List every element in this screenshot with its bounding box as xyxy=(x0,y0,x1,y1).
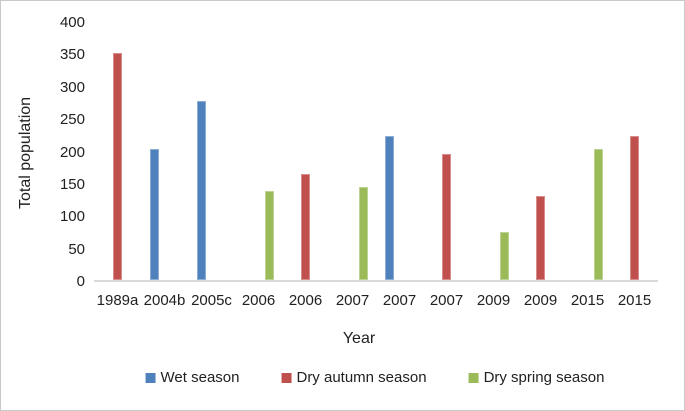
category-slot xyxy=(611,23,658,280)
bar-slot xyxy=(478,23,489,280)
bar-2004b-wet-season xyxy=(149,148,159,280)
x-tick-label: 2009 xyxy=(523,292,558,309)
bar-slot xyxy=(112,23,123,280)
category-slot xyxy=(517,23,564,280)
bar-2015-dry-autumn-season xyxy=(630,136,639,280)
bar-2007-dry-autumn-season xyxy=(442,153,451,280)
legend-label: Dry autumn season xyxy=(296,369,427,386)
bar-slot xyxy=(264,23,275,280)
bar-slot xyxy=(337,23,348,280)
x-tick-label: 2009 xyxy=(476,292,511,309)
bar-2006-dry-spring-season xyxy=(264,190,274,280)
x-axis-title: Year xyxy=(342,330,376,347)
bar-slot xyxy=(546,23,557,280)
legend: Wet season Dry autumn season Dry spring se… xyxy=(145,369,605,386)
category-slot xyxy=(141,23,188,280)
bar-slot xyxy=(300,23,311,280)
bar-slot xyxy=(170,23,181,280)
x-tick-label: 2007 xyxy=(335,292,370,309)
y-tick-label: 400 xyxy=(59,14,85,31)
bar-slot xyxy=(149,23,160,280)
category-slot xyxy=(470,23,517,280)
bar-2007-wet-season xyxy=(384,135,394,280)
x-tick-label: 2004b xyxy=(143,292,186,309)
bar-slot xyxy=(196,23,207,280)
legend-label: Dry spring season xyxy=(483,369,605,386)
bar-slot xyxy=(629,23,640,280)
bar-slot xyxy=(217,23,228,280)
y-tick-label: 250 xyxy=(59,111,85,129)
x-tick-label: 2005c xyxy=(191,292,232,309)
x-tick-label: 2006 xyxy=(288,292,323,309)
legend-item: Wet season xyxy=(145,369,240,386)
bar-slot xyxy=(358,23,369,280)
y-tick-label: 200 xyxy=(59,143,85,161)
legend-swatch-icon xyxy=(468,372,479,383)
bar-slot xyxy=(593,23,604,280)
legend-label: Wet season xyxy=(160,369,240,386)
bar-2005c-wet-season xyxy=(196,101,206,280)
x-axis-labels: 1989a 2004b 2005c 2006 2006 2007 2007 2007 2009 2… xyxy=(94,292,658,309)
x-tick-label: 1989a xyxy=(96,292,139,309)
bar-2006-dry-autumn-season xyxy=(301,173,310,280)
y-tick-label: 100 xyxy=(59,208,85,226)
bar-slot xyxy=(431,23,442,280)
bar-2009-dry-spring-season xyxy=(499,232,509,280)
bar-slot xyxy=(102,23,113,280)
y-tick-label: 50 xyxy=(68,240,85,258)
bar-slot xyxy=(619,23,630,280)
category-slot xyxy=(235,23,282,280)
y-tick-label: 300 xyxy=(59,78,85,96)
bar-slot xyxy=(525,23,536,280)
category-slot xyxy=(423,23,470,280)
category-slot xyxy=(188,23,235,280)
y-tick-label: 350 xyxy=(59,46,85,64)
plot-area xyxy=(94,23,658,282)
category-slot xyxy=(282,23,329,280)
bar-slot xyxy=(488,23,499,280)
bar-2009-dry-autumn-season xyxy=(536,196,545,280)
x-tick-label: 2015 xyxy=(617,292,652,309)
y-axis-ticks: 0 50 100 150 200 250 300 350 400 xyxy=(1,1,85,410)
bar-slot xyxy=(499,23,510,280)
x-tick-label: 2007 xyxy=(429,292,464,309)
bar-slot xyxy=(582,23,593,280)
bar-slot xyxy=(572,23,583,280)
bar-slot xyxy=(123,23,134,280)
bar-2007-dry-spring-season xyxy=(358,187,368,280)
legend-swatch-icon xyxy=(281,372,292,383)
bar-slot xyxy=(347,23,358,280)
bar-slot xyxy=(243,23,254,280)
category-slot xyxy=(564,23,611,280)
bar-slot xyxy=(253,23,264,280)
category-slot xyxy=(376,23,423,280)
bar-slot xyxy=(290,23,301,280)
x-tick-label: 2015 xyxy=(570,292,605,309)
legend-item: Dry spring season xyxy=(468,369,605,386)
bar-slot xyxy=(206,23,217,280)
bar-slot xyxy=(384,23,395,280)
x-tick-label: 2006 xyxy=(241,292,276,309)
bar-slot xyxy=(311,23,322,280)
bar-slot xyxy=(394,23,405,280)
legend-swatch-icon xyxy=(145,372,156,383)
bar-slot xyxy=(441,23,452,280)
category-slot xyxy=(329,23,376,280)
legend-item: Dry autumn season xyxy=(281,369,427,386)
x-tick-label: 2007 xyxy=(382,292,417,309)
bar-slot xyxy=(640,23,651,280)
bar-slot xyxy=(159,23,170,280)
bar-2015-dry-spring-season xyxy=(593,149,603,280)
bar-1989a-dry-autumn-season xyxy=(113,53,122,280)
y-tick-label: 150 xyxy=(59,175,85,193)
category-slot xyxy=(94,23,141,280)
bar-slot xyxy=(452,23,463,280)
bar-slot xyxy=(405,23,416,280)
bar-slot xyxy=(535,23,546,280)
y-tick-label: 0 xyxy=(76,273,85,290)
